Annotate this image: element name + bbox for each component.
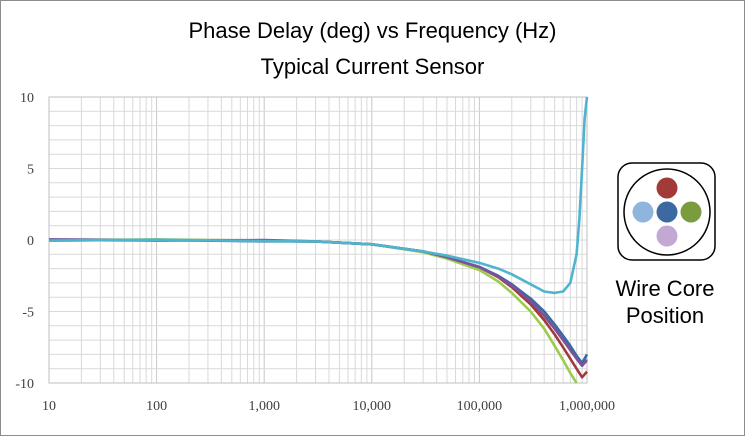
tick-labels: 10 5 0 -5 -10 10 100 1,000 10,000 100,000 1,000,00… — [15, 91, 615, 414]
x-tick-label: 1,000 — [248, 399, 280, 414]
wire-core-dot-left — [632, 201, 654, 223]
legend-label-line1: Wire Core — [615, 276, 715, 301]
x-tick-label: 100 — [146, 399, 167, 414]
wire-core-dot-right — [680, 201, 702, 223]
series-line-purple — [48, 238, 588, 368]
y-tick-label: -5 — [22, 306, 34, 321]
wire-core-dot-bottom — [656, 225, 678, 247]
y-tick-label: -10 — [15, 377, 34, 392]
y-tick-label: 10 — [20, 91, 34, 106]
wire-core-dot-top — [656, 177, 678, 199]
series-layer — [48, 96, 589, 384]
x-tick-label: 100,000 — [457, 399, 503, 414]
series-line-cyan — [48, 96, 589, 295]
x-tick-label: 1,000,000 — [559, 399, 615, 414]
chart-title: Phase Delay (deg) vs Frequency (Hz) — [188, 18, 557, 43]
y-tick-label: 0 — [27, 234, 34, 249]
x-tick-label: 10,000 — [353, 399, 392, 414]
legend-ring — [623, 168, 711, 256]
series-line-dark-blue — [48, 238, 589, 365]
y-tick-label: 5 — [27, 163, 34, 178]
chart-subtitle: Typical Current Sensor — [260, 54, 485, 79]
wire-core-legend — [617, 162, 716, 261]
legend-label-line2: Position — [625, 303, 705, 328]
series-line-light-blue — [48, 238, 588, 366]
series-line-red — [48, 238, 588, 379]
x-tick-label: 10 — [42, 399, 56, 414]
wire-core-dot-center — [656, 201, 678, 223]
